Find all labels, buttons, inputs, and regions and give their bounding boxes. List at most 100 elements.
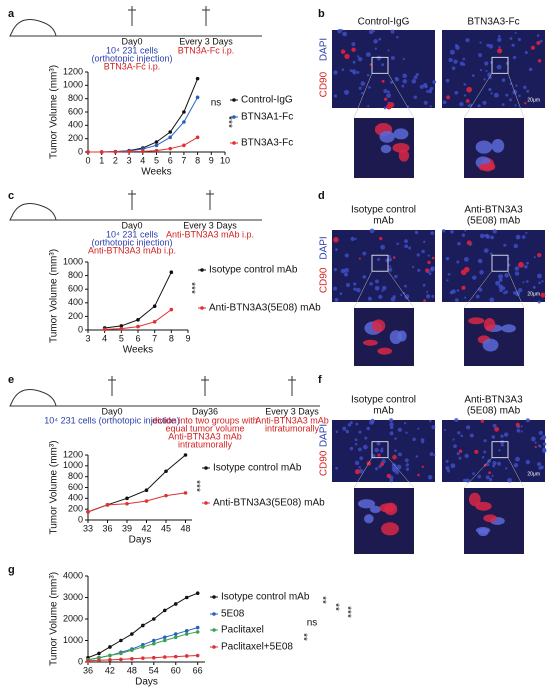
nucleus [501,78,506,82]
nucleus [514,266,520,271]
legend-label: Anti-BTN3A3(5E08) mAb [209,303,321,314]
nucleus [513,462,519,468]
nucleus [472,472,476,476]
x-tick-label: 66 [193,665,203,675]
nucleus [376,55,382,61]
x-tick-label: 5 [154,155,159,165]
nucleus [356,71,360,75]
data-point [152,638,156,643]
nucleus [483,439,487,443]
nucleus [486,462,490,467]
legend-marker [200,268,204,272]
nucleus [520,425,523,428]
column-header: Isotype control [351,395,416,406]
nucleus [427,254,430,257]
nucleus [481,455,485,459]
zoom-cell [393,128,409,140]
data-point [162,635,167,640]
nucleus [390,296,396,302]
x-tick-label: 3 [85,333,90,343]
nucleus [343,272,349,277]
cd90-cell [381,79,385,83]
nucleus [394,449,397,453]
data-point [152,655,156,660]
data-point [182,143,186,148]
data-point [152,320,157,324]
cd90-cell [431,256,435,260]
nucleus [422,283,426,287]
nucleus [454,90,459,95]
cd90-cell [466,86,473,93]
nucleus [357,55,360,58]
zoom-cell [483,162,496,171]
significance: ns [307,618,318,629]
panel-label: g [8,564,15,576]
nucleus [514,104,517,107]
nucleus [466,425,471,430]
cd90-cell [358,257,361,260]
nucleus [396,35,399,39]
nucleus [523,85,527,90]
nucleus [353,71,356,75]
zoom-lines [463,73,525,119]
zoom-cell [357,499,376,509]
nucleus [373,39,378,44]
nucleus [453,444,457,449]
nucleus [389,478,394,483]
nucleus [396,464,402,470]
zoom-cell [483,514,497,523]
nucleus [402,57,405,61]
row-label: CD90 [319,71,330,97]
cd90-cell [333,237,339,243]
data-point [183,491,188,495]
nucleus [388,254,391,258]
nucleus [490,92,493,95]
data-point [119,657,123,662]
column-header: mAb [373,406,394,417]
nucleus [334,297,339,302]
panel-label: d [318,190,325,202]
nucleus [429,419,432,423]
y-tick-label: 600 [68,482,83,492]
nucleus [501,103,505,107]
nucleus [462,63,466,66]
x-tick-label: 8 [169,333,174,343]
nucleus [381,63,385,67]
cd90-cell [446,95,451,100]
nucleus [456,260,460,264]
nucleus [432,80,437,84]
nucleus [423,100,428,105]
data-point [127,149,131,154]
panel-label: a [8,8,15,20]
zoom-cell [468,317,485,325]
nucleus [485,69,488,72]
zoom-cell [381,522,400,536]
data-point [195,653,200,658]
nucleus [518,287,523,293]
nucleus [493,92,499,98]
zoom-cell [482,338,499,352]
x-axis-label: Days [129,535,152,546]
zoom-cell [364,514,374,524]
row-label: DAPI [319,424,330,447]
nucleus [413,95,418,100]
x-tick-label: 4 [140,155,145,165]
y-tick-label: 1200 [63,66,83,76]
significance: *** [190,480,201,492]
nucleus [354,237,357,240]
cd90-cell [488,471,492,475]
nucleus [369,228,375,234]
zoom-cell [370,505,381,514]
nucleus [389,265,392,268]
zoom-box [491,56,509,74]
data-point [195,630,200,634]
nucleus [394,470,400,475]
nucleus [376,441,381,446]
data-point [182,120,186,124]
data-point [130,656,134,661]
nucleus [454,418,459,423]
panel-label: e [8,374,14,386]
x-tick-label: 2 [113,155,118,165]
zoom-cell [371,319,386,333]
zoom-box [371,254,389,272]
